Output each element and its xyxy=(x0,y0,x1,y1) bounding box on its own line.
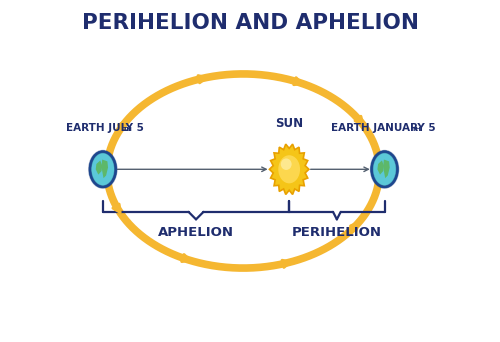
Text: APHELION: APHELION xyxy=(158,226,234,239)
Polygon shape xyxy=(96,160,102,175)
Polygon shape xyxy=(270,144,309,195)
Text: EARTH JANUARY 5: EARTH JANUARY 5 xyxy=(330,123,435,133)
Ellipse shape xyxy=(90,152,116,187)
Ellipse shape xyxy=(278,155,300,183)
Text: TH: TH xyxy=(124,127,133,132)
Text: EARTH JULY 5: EARTH JULY 5 xyxy=(66,123,144,133)
Polygon shape xyxy=(102,160,108,178)
Ellipse shape xyxy=(281,158,291,170)
Text: TH: TH xyxy=(412,127,422,132)
Polygon shape xyxy=(378,160,384,175)
Ellipse shape xyxy=(372,152,398,187)
Text: PERIHELION AND APHELION: PERIHELION AND APHELION xyxy=(82,13,418,32)
Text: SUN: SUN xyxy=(275,117,303,130)
Polygon shape xyxy=(383,160,390,178)
Text: PERIHELION: PERIHELION xyxy=(292,226,382,239)
